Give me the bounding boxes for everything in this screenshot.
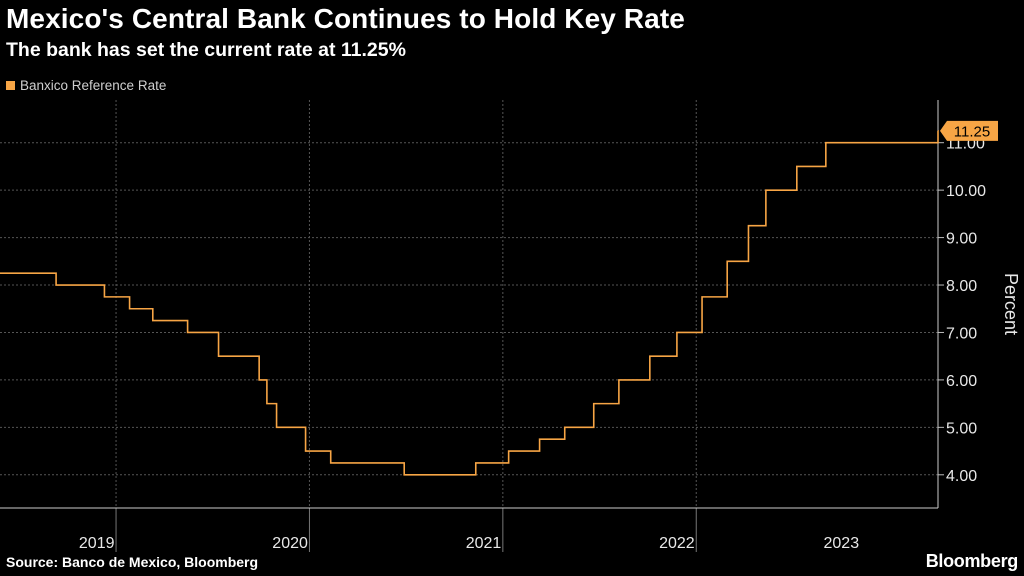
y-tick-label: 4.00 — [946, 468, 977, 485]
x-tick-label: 2019 — [79, 535, 115, 552]
x-tick-label: 2023 — [824, 535, 860, 552]
series-line — [0, 130, 939, 476]
x-tick-label: 2020 — [272, 535, 308, 552]
legend-label: Banxico Reference Rate — [20, 78, 167, 93]
brand-logo: Bloomberg — [925, 551, 1019, 571]
x-tick-label: 2022 — [659, 535, 695, 552]
y-axis-title: Percent — [1001, 273, 1021, 335]
legend-swatch — [6, 81, 15, 90]
chart-subtitle: The bank has set the current rate at 11.… — [6, 39, 406, 61]
y-tick-label: 6.00 — [946, 373, 977, 390]
y-tick-label: 7.00 — [946, 325, 977, 342]
y-tick-label: 9.00 — [946, 231, 977, 248]
legend: Banxico Reference Rate — [6, 78, 166, 93]
y-tick-label: 10.00 — [946, 183, 986, 200]
chart-title: Mexico's Central Bank Continues to Hold … — [6, 3, 685, 34]
x-tick-label: 2021 — [466, 535, 502, 552]
y-tick-label: 8.00 — [946, 278, 977, 295]
last-value-tag — [940, 120, 998, 141]
y-tick-label: 5.00 — [946, 420, 977, 437]
last-value-label: 11.25 — [954, 123, 990, 140]
source-note: Source: Banco de Mexico, Bloomberg — [6, 554, 259, 570]
